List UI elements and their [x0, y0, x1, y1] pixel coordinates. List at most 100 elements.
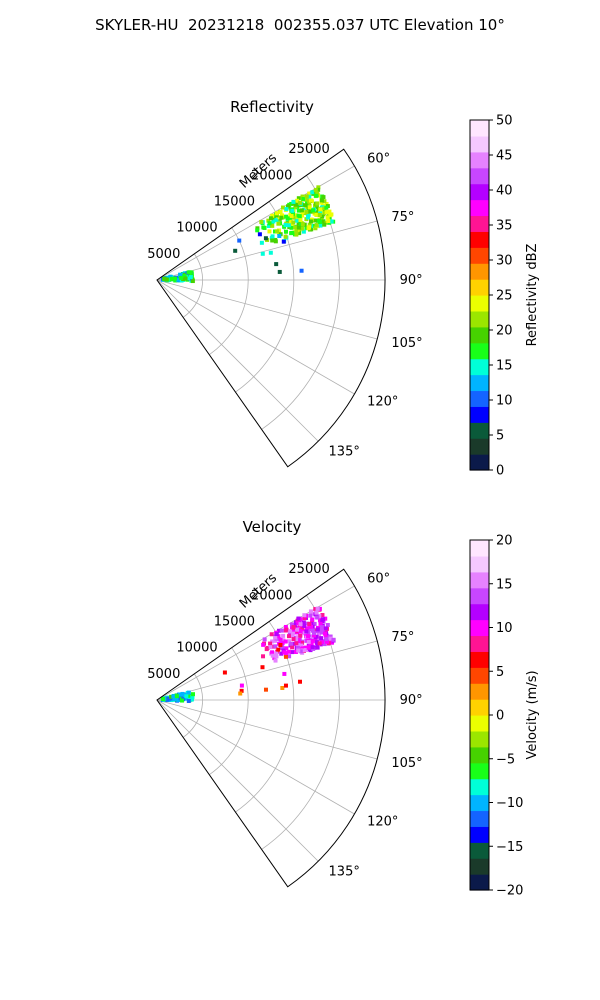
echo-cell	[176, 697, 181, 702]
echo-cell	[323, 626, 328, 631]
echo-cell	[316, 187, 321, 192]
echo-cell	[313, 637, 318, 642]
radial-gridline	[156, 699, 319, 862]
range-tick-label: 5000	[147, 247, 180, 262]
echo-cell	[317, 614, 322, 619]
echo-cell	[160, 696, 165, 701]
echo-cell	[314, 634, 319, 639]
echo-cell	[279, 215, 284, 220]
colorbar-segment	[470, 683, 489, 700]
colorbar-segment	[470, 603, 489, 621]
echo-cell	[288, 219, 293, 224]
echo-cell	[262, 637, 267, 642]
echo-cell	[272, 229, 277, 234]
colorbar-segment	[470, 279, 489, 296]
echo-cell	[282, 671, 287, 676]
echo-cell	[294, 218, 299, 223]
echo-cell	[319, 198, 324, 203]
echo-cell	[308, 648, 313, 653]
echo-cell	[300, 626, 305, 631]
colorbar-segment	[470, 167, 489, 185]
echo-cell	[270, 234, 275, 239]
echo-cell	[313, 193, 318, 198]
echo-cell	[269, 632, 274, 637]
echo-cell	[263, 687, 268, 692]
echo-cell	[291, 220, 296, 225]
echo-cell	[273, 658, 278, 663]
colorbar-segment	[470, 342, 489, 360]
echo-cell	[302, 616, 307, 621]
echo-cell	[317, 219, 322, 224]
figure-title: SKYLER-HU 20231218 002355.037 UTC Elevat…	[95, 16, 505, 34]
radial-gridline	[156, 220, 378, 281]
echo-cell	[169, 694, 174, 699]
echo-cell	[290, 645, 295, 650]
colorbar-tick-label: 15	[496, 359, 513, 374]
echo-cell	[169, 276, 174, 281]
colorbar-segment	[470, 183, 489, 201]
echo-cell	[255, 228, 260, 233]
echo-cell	[270, 238, 275, 243]
echo-cell	[288, 629, 293, 634]
angle-tick-label: 135°	[329, 445, 360, 460]
echo-cell	[285, 204, 290, 209]
echo-cell	[304, 631, 309, 636]
colorbar-segment	[470, 746, 489, 764]
colorbar-label: Reflectivity dBZ	[525, 244, 540, 347]
echo-cell	[270, 639, 275, 644]
echo-cell	[320, 625, 325, 630]
range-tick-label: 10000	[176, 221, 217, 236]
echo-cell	[295, 645, 300, 650]
colorbar-tick-label: −15	[496, 840, 523, 855]
echo-cell	[267, 229, 272, 234]
echo-cell	[287, 649, 292, 654]
echo-cell	[303, 203, 308, 208]
colorbar-segment	[470, 358, 489, 376]
echo-cell	[271, 216, 276, 221]
echo-cell	[321, 210, 326, 215]
echo-cell	[318, 207, 323, 212]
echo-cell	[287, 216, 292, 221]
echo-cell	[237, 238, 242, 243]
echo-cell	[283, 683, 288, 688]
echo-cell	[322, 199, 327, 204]
echo-cell	[320, 618, 325, 623]
echo-cell	[307, 222, 312, 227]
colorbar-segment	[470, 215, 489, 232]
echo-cell	[270, 653, 275, 658]
echo-cell	[274, 654, 279, 659]
colorbar-segment	[470, 231, 489, 248]
echo-cell	[276, 221, 281, 226]
echo-cell	[277, 269, 282, 274]
echo-cell	[268, 250, 273, 255]
radial-gridline	[156, 279, 355, 395]
echo-cell	[314, 204, 319, 209]
echo-cell	[295, 635, 300, 640]
echo-cell	[275, 229, 280, 234]
echo-cell	[310, 645, 315, 650]
echo-cell	[276, 647, 281, 652]
echo-cell	[259, 219, 264, 224]
colorbar-segment	[470, 540, 489, 557]
echo-cell	[308, 613, 313, 618]
echo-cell	[300, 222, 305, 227]
echo-cell	[298, 217, 303, 222]
echo-cell	[329, 212, 334, 217]
colorbar-segment	[470, 778, 489, 796]
echo-cell	[289, 213, 294, 218]
echo-cell	[304, 197, 309, 202]
echo-cell	[298, 617, 303, 622]
echo-cell	[322, 642, 327, 647]
echo-cell	[289, 231, 294, 236]
echo-cell	[317, 213, 322, 218]
echo-cell	[331, 637, 336, 642]
colorbar-segment	[470, 295, 489, 312]
echo-cell	[274, 218, 279, 223]
colorbar-segment	[470, 699, 489, 716]
echo-cell	[307, 191, 312, 196]
echo-cell	[313, 188, 318, 193]
angle-tick-label: 105°	[391, 756, 422, 771]
echo-cell	[306, 645, 311, 650]
echo-cell	[304, 626, 309, 631]
